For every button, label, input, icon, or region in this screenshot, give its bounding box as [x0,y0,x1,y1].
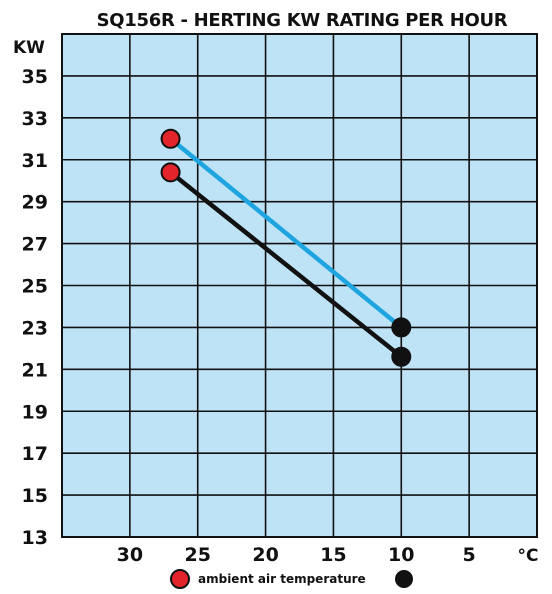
x-tick-label: 15 [320,544,346,566]
grid-lines [62,34,537,538]
chart-title: SQ156R - HERTING KW RATING PER HOUR [97,10,508,31]
y-axis-label: KW [13,38,45,58]
y-tick-label: 17 [22,443,48,465]
x-tick-label: 10 [388,544,414,566]
legend-red-marker [170,569,190,589]
y-tick-label: 29 [22,192,48,214]
y-tick-label: 33 [22,108,48,130]
y-tick-label: 23 [22,317,48,339]
series-2-point-2 [391,346,412,367]
y-tick-label: 21 [22,359,48,381]
y-tick-label: 15 [22,485,48,507]
series-1-point-1 [160,128,181,149]
x-tick-labels: 30 25 20 15 10 5 [117,544,476,566]
series-1-point-2 [391,317,412,338]
legend-black-marker [395,570,413,588]
y-tick-label: 31 [22,150,48,172]
x-tick-label: 25 [184,544,210,566]
x-tick-label: 20 [252,544,278,566]
x-tick-label: 5 [463,544,476,566]
legend: ambient air temperature [170,569,413,589]
y-tick-label: 27 [22,234,48,256]
series-group [160,128,412,367]
y-tick-label: 35 [22,66,48,88]
x-axis-unit: °C [518,546,539,566]
series-2-point-1 [160,162,181,183]
series-line-2 [169,170,403,359]
y-tick-label: 25 [22,276,48,298]
x-tick-label: 30 [117,544,143,566]
y-tick-label: 19 [22,401,48,423]
y-tick-labels: 35 33 31 29 27 25 23 21 19 17 15 13 [22,66,48,549]
series-line-1 [169,137,403,330]
y-tick-label: 13 [22,527,48,549]
legend-label: ambient air temperature [198,572,366,586]
